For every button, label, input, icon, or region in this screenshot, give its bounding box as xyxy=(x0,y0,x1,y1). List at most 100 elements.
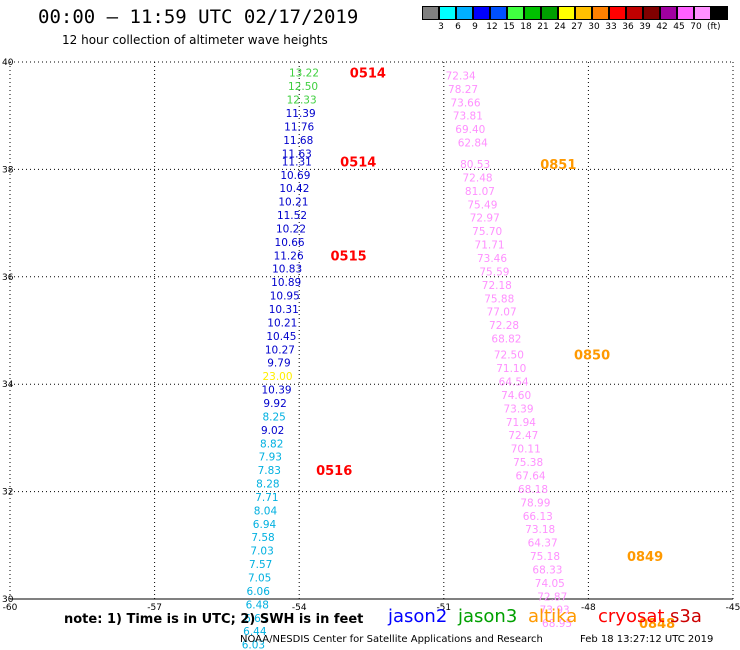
wave-height-value: 73.39 xyxy=(503,403,533,415)
wave-height-value: 7.83 xyxy=(258,465,281,477)
wave-height-value: 72.34 xyxy=(446,70,476,82)
legend-label: 6 xyxy=(455,22,461,32)
wave-height-value: 10.27 xyxy=(265,344,295,356)
time-label: 0515 xyxy=(331,249,367,264)
y-tick-label: 36 xyxy=(2,273,14,283)
legend-swatch xyxy=(626,6,643,20)
wave-height-value: 75.88 xyxy=(484,293,514,305)
wave-height-value: 7.57 xyxy=(249,559,272,571)
time-label: 0850 xyxy=(574,349,610,364)
wave-height-value: 75.49 xyxy=(467,199,497,211)
wave-height-value: 78.27 xyxy=(448,84,478,96)
wave-height-value: 6.65 xyxy=(244,613,267,625)
legend-label: 39 xyxy=(639,22,651,32)
wave-height-value: 8.82 xyxy=(260,438,283,450)
legend-label: 3 xyxy=(438,22,444,32)
wave-height-value: 11.76 xyxy=(284,121,314,133)
wave-height-value: 7.93 xyxy=(259,452,282,464)
y-tick-label: 38 xyxy=(2,165,14,175)
satellite-label-cryosat: cryosat xyxy=(598,606,665,627)
wave-height-value: 10.21 xyxy=(267,317,297,329)
x-tick-label: -57 xyxy=(147,603,162,613)
wave-height-value: 72.47 xyxy=(508,430,538,442)
time-label: 0514 xyxy=(350,67,386,82)
wave-height-value: 10.21 xyxy=(278,197,308,209)
wave-height-value: 68.33 xyxy=(532,564,562,576)
wave-height-value: 62.84 xyxy=(458,138,488,150)
wave-height-value: 71.71 xyxy=(475,240,505,252)
wave-height-value: 74.60 xyxy=(501,390,531,402)
wave-height-value: 77.07 xyxy=(487,307,517,319)
wave-height-value: 11.68 xyxy=(283,135,313,147)
legend-label: 33 xyxy=(605,22,617,32)
legend-swatch xyxy=(711,6,728,20)
legend-swatch xyxy=(660,6,677,20)
satellite-label-altika: altika xyxy=(528,606,578,627)
wave-height-value: 72.28 xyxy=(489,320,519,332)
wave-height-value: 73.46 xyxy=(477,253,507,265)
wave-height-value: 9.02 xyxy=(261,425,284,437)
x-tick-label: -45 xyxy=(726,603,740,613)
wave-height-value: 13.22 xyxy=(289,68,319,80)
legend-label: 15 xyxy=(503,22,515,32)
time-label: 0514 xyxy=(340,155,376,170)
wave-height-value: 68.82 xyxy=(491,334,521,346)
wave-height-value: 73.18 xyxy=(525,524,555,536)
legend-swatch xyxy=(643,6,660,20)
wave-height-value: 68.95 xyxy=(542,618,572,630)
wave-height-value: 74.05 xyxy=(535,578,565,590)
legend-label: 18 xyxy=(520,22,532,32)
legend-label: 27 xyxy=(571,22,583,32)
time-label: 0516 xyxy=(316,464,352,479)
legend-swatch xyxy=(694,6,711,20)
wave-height-value: 6.03 xyxy=(242,640,265,650)
legend-label: 24 xyxy=(554,22,566,32)
footer-timestamp: Feb 18 13:27:12 UTC 2019 xyxy=(580,634,714,645)
wave-height-value: 7.03 xyxy=(250,546,273,558)
wave-height-value: 6.44 xyxy=(243,626,267,638)
wave-height-value: 11.63 xyxy=(282,148,312,160)
y-tick-label: 34 xyxy=(2,380,14,390)
legend-swatch xyxy=(575,6,592,20)
wave-height-value: 72.48 xyxy=(463,172,493,184)
x-tick-label: -60 xyxy=(3,603,18,613)
wave-height-value: 12.50 xyxy=(288,81,318,93)
x-tick-label: -51 xyxy=(436,603,451,613)
legend-label: 45 xyxy=(673,22,685,32)
wave-height-value: 10.22 xyxy=(276,223,306,235)
legend-swatch xyxy=(473,6,490,20)
legend-swatch xyxy=(456,6,473,20)
wave-height-value: 8.25 xyxy=(262,411,285,423)
wave-height-value: 23.00 xyxy=(262,371,292,383)
wave-height-value: 75.70 xyxy=(472,226,502,238)
legend-label: 30 xyxy=(588,22,600,32)
legend-swatch xyxy=(422,6,439,20)
legend-swatch xyxy=(609,6,626,20)
legend-swatch xyxy=(677,6,694,20)
wave-height-value: 10.42 xyxy=(279,183,309,195)
wave-height-value: 10.95 xyxy=(270,291,300,303)
legend-label: 12 xyxy=(486,22,498,32)
footer-credit: NOAA/NESDIS Center for Satellite Applica… xyxy=(240,634,543,645)
wave-height-value: 11.31 xyxy=(282,156,312,168)
wave-height-value: 6.06 xyxy=(247,586,271,598)
wave-height-value: 64.37 xyxy=(528,538,558,550)
satellite-label-jason2: jason2 xyxy=(388,606,448,627)
legend-swatch xyxy=(507,6,524,20)
legend-swatch xyxy=(592,6,609,20)
time-label: 0848 xyxy=(639,617,675,632)
time-label: 0849 xyxy=(627,550,663,565)
wave-height-value: 66.13 xyxy=(523,511,553,523)
wave-height-value: 10.45 xyxy=(266,331,296,343)
wave-height-value: 70.11 xyxy=(511,444,541,456)
wave-height-value: 80.53 xyxy=(460,159,490,171)
wave-height-value: 72.18 xyxy=(482,280,512,292)
wave-height-value: 10.66 xyxy=(275,237,305,249)
wave-height-value: 72.97 xyxy=(470,213,500,225)
wave-height-value: 6.94 xyxy=(253,519,277,531)
wave-height-value: 71.94 xyxy=(506,417,536,429)
wave-height-value: 8.04 xyxy=(254,505,278,517)
y-tick-label: 30 xyxy=(2,595,14,605)
wave-height-value: 10.69 xyxy=(280,170,310,182)
satellite-label-jason3: jason3 xyxy=(458,606,518,627)
